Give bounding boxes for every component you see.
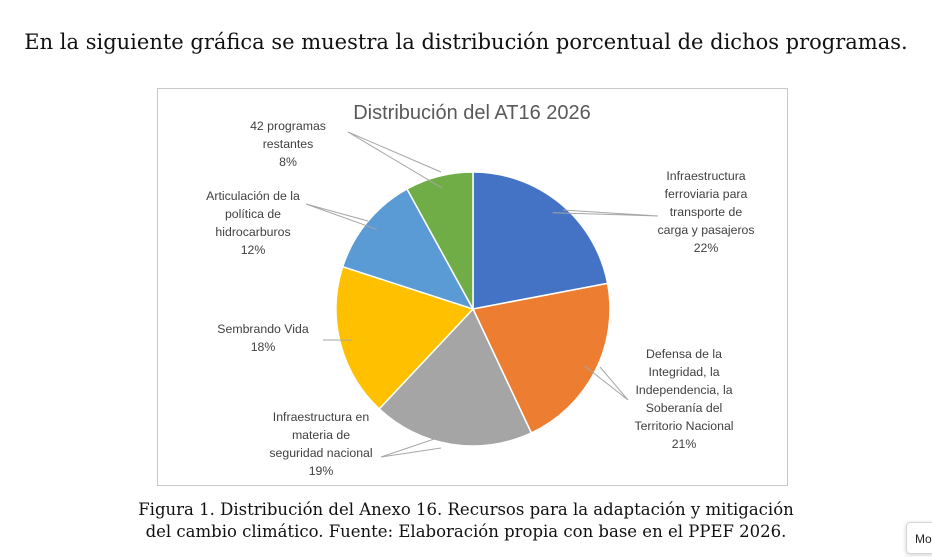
data-label-hidrocarburos: hidrocarburos	[215, 225, 290, 239]
chart-title: Distribución del AT16 2026	[353, 102, 591, 124]
data-label-pct-hidrocarburos: 12%	[241, 243, 266, 257]
data-label-seguridad-nacional: materia de	[292, 428, 350, 442]
leader-line-ferroviaria	[552, 209, 659, 217]
data-label-pct-ferroviaria: 22%	[694, 241, 719, 255]
data-label-defensa: Defensa de la	[646, 347, 722, 361]
leader-line-programas-restantes	[347, 131, 443, 189]
pie-slice-hidrocarburos	[341, 187, 475, 311]
pie-slice-sembrando-vida	[335, 265, 475, 410]
data-label-programas-restantes: restantes	[263, 137, 314, 151]
data-label-seguridad-nacional: Infraestructura en	[273, 410, 370, 424]
pie-slice-seguridad-nacional	[378, 307, 533, 447]
mode-toggle-button[interactable]: Mo	[906, 522, 932, 554]
data-label-programas-restantes: 42 programas	[250, 119, 326, 133]
data-label-pct-seguridad-nacional: 19%	[309, 464, 334, 478]
data-label-pct-sembrando-vida: 18%	[251, 340, 276, 354]
data-label-hidrocarburos: política de	[225, 207, 281, 221]
data-label-ferroviaria: ferroviaria para	[665, 187, 748, 201]
caption-line-1: Figura 1. Distribución del Anexo 16. Rec…	[138, 500, 794, 519]
leader-line-hidrocarburos	[305, 203, 377, 230]
data-label-ferroviaria: Infraestructura	[666, 169, 745, 183]
data-label-hidrocarburos: Articulación de la	[206, 189, 300, 203]
data-label-pct-defensa: 21%	[672, 437, 697, 451]
data-label-sembrando-vida: Sembrando Vida	[217, 322, 309, 336]
data-label-defensa: Territorio Nacional	[634, 419, 733, 433]
figure-caption: Figura 1. Distribución del Anexo 16. Rec…	[0, 499, 932, 543]
pie-slice-ferroviaria	[472, 171, 609, 310]
data-label-ferroviaria: transporte de	[670, 205, 743, 219]
pie-chart: Infraestructura ferroviaria para transport…	[157, 88, 788, 486]
leader-line-defensa	[584, 365, 629, 401]
data-label-defensa: Integridad, la	[648, 365, 719, 379]
pie-slice-defensa	[471, 282, 611, 434]
data-label-defensa: Soberanía del	[646, 401, 723, 415]
data-label-pct-programas-restantes: 8%	[279, 155, 297, 169]
data-label-defensa: Independencia, la	[635, 383, 732, 397]
pie-chart-svg: Infraestructura ferroviaria para transport…	[206, 102, 754, 478]
data-label-seguridad-nacional: seguridad nacional	[269, 446, 372, 460]
intro-paragraph: En la siguiente gráfica se muestra la di…	[24, 30, 908, 54]
data-label-ferroviaria: carga y pasajeros	[657, 223, 754, 237]
pie-slice-programas-restantes	[405, 171, 474, 310]
leader-line-seguridad-nacional	[380, 432, 454, 458]
caption-line-2: del cambio climático. Fuente: Elaboració…	[145, 522, 787, 541]
